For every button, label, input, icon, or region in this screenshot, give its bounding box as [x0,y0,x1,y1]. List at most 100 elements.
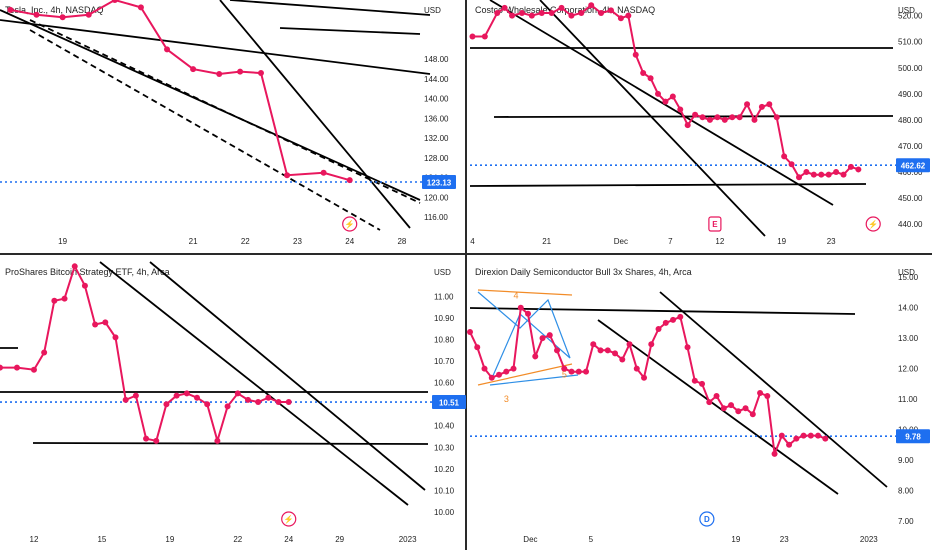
event-badge-label: ⚡ [868,219,878,229]
price-point [244,396,251,403]
x-tick-label: 23 [827,237,836,246]
price-point [597,347,604,354]
price-point [481,33,488,40]
price-point [81,282,88,289]
price-point [568,368,575,375]
price-point [766,101,773,108]
price-point [163,401,170,408]
price-point [729,114,736,121]
y-tick-label: 120.00 [424,193,449,202]
currency-label: USD [424,6,441,15]
price-point [137,4,144,11]
chart-panel-cost: Costco Wholesale Corporation, 4h, NASDAQ… [469,0,930,246]
price-point [735,408,742,415]
price-point [474,344,481,351]
price-point [525,310,532,317]
trend-line [29,29,381,231]
trend-line [489,0,834,206]
price-point [641,374,648,381]
price-point [699,380,706,387]
price-point [33,11,40,18]
dividend-D-badge-icon: D [699,511,715,527]
y-tick-label: 144.00 [424,75,449,84]
lightning-badge-icon: ⚡ [281,511,297,527]
price-point [532,353,539,360]
elliott-wave-path [477,291,571,379]
price-point [670,316,677,323]
price-point [744,101,751,108]
price-point [815,432,822,439]
currency-label: USD [898,268,915,277]
price-point [61,295,68,302]
price-point [778,432,785,439]
x-tick-label: 5 [589,535,594,544]
price-point [736,114,743,121]
x-tick-label: 19 [777,237,786,246]
current-price-badge [896,429,930,444]
trend-line [279,27,421,35]
price-point [721,116,728,123]
price-point [469,33,476,40]
price-point [781,153,788,160]
price-point [847,163,854,170]
price-point [85,11,92,18]
x-tick-label: 21 [542,237,551,246]
price-point [488,374,495,381]
price-point [561,365,568,372]
y-tick-label: 11.00 [898,395,918,404]
price-point [699,114,706,121]
price-point [773,114,780,121]
price-point [122,396,129,403]
price-point [509,12,516,19]
y-tick-label: 10.70 [434,357,455,366]
price-point [632,51,639,58]
price-point [633,365,640,372]
y-tick-label: 15.00 [898,273,919,282]
chart-title: ProShares Bitcoin Strategy ETF, 4h, Arca [5,267,170,277]
currency-label: USD [898,6,915,15]
lightning-badge-icon: ⚡ [342,216,358,232]
current-price-text: 9.78 [905,433,921,442]
price-point [0,364,3,371]
price-point [164,46,171,53]
price-point [655,90,661,97]
earnings-E-badge-icon: E [708,216,722,232]
price-point [793,435,800,442]
x-tick-label: 22 [241,237,250,246]
wave-base-line [489,374,579,386]
trend-line [0,9,421,201]
trend-line [469,183,867,187]
price-point [692,111,699,118]
price-point [786,441,793,448]
price-point [467,329,473,336]
price-point [855,166,862,173]
x-tick-label: 22 [233,535,242,544]
y-tick-label: 140.00 [424,95,449,104]
price-point [92,321,99,328]
current-price-badge [422,174,456,189]
trend-line [0,19,431,75]
wave-label: 3 [504,394,509,404]
x-tick-label: 19 [731,535,740,544]
price-point [538,10,545,17]
trend-line [32,442,429,445]
price-point [112,334,119,341]
y-tick-label: 116.00 [424,213,448,222]
current-price-text: 10.51 [439,399,460,408]
trend-line [659,291,888,488]
price-series-line [10,0,350,182]
price-point [788,161,795,168]
price-point [662,319,669,326]
price-point [612,350,619,357]
event-badge-label: ⚡ [284,514,294,524]
price-point [648,341,655,348]
price-point [578,10,585,17]
price-point [617,15,624,22]
price-point [503,368,510,375]
y-tick-label: 440.00 [898,220,923,229]
x-tick-label: 19 [165,535,174,544]
price-point [275,399,282,406]
fib-channel-lower [477,363,573,386]
price-point [7,6,14,13]
